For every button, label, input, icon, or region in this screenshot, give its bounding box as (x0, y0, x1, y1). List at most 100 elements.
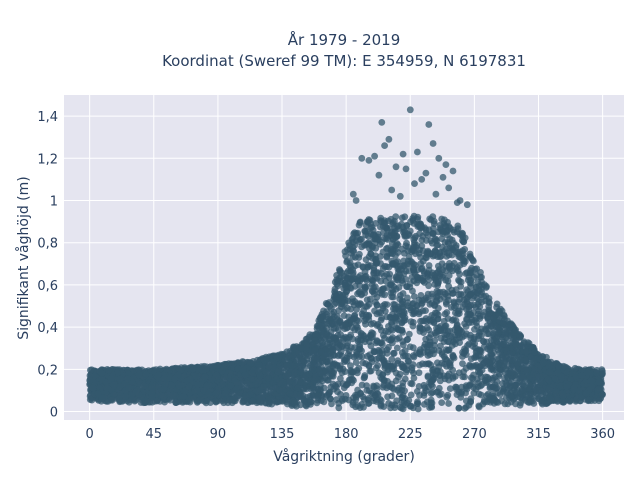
scatter-point (446, 260, 453, 267)
scatter-point (409, 322, 417, 330)
scatter-point (401, 213, 409, 221)
scatter-point (399, 379, 407, 387)
scatter-point (414, 215, 421, 223)
scatter-point (332, 383, 340, 391)
scatter-point (334, 352, 342, 360)
scatter-point (459, 360, 466, 367)
scatter-point (358, 381, 366, 389)
scatter-point (401, 401, 409, 409)
scatter-point (320, 353, 327, 361)
scatter-point (255, 361, 263, 369)
scatter-point (367, 354, 375, 362)
scatter-point (386, 270, 394, 278)
scatter-point (530, 358, 538, 366)
scatter-point (492, 336, 500, 344)
scatter-point (471, 340, 478, 348)
scatter-point (468, 380, 476, 388)
scatter-point (389, 293, 397, 301)
scatter-point (527, 391, 535, 398)
scatter-point (443, 300, 450, 308)
scatter-point (449, 267, 456, 275)
scatter-point (511, 356, 519, 364)
scatter-point (88, 366, 96, 374)
scatter-point (463, 385, 471, 393)
scatter-point (399, 338, 407, 345)
scatter-point (438, 399, 446, 406)
scatter-point (114, 369, 121, 377)
scatter-point (485, 330, 493, 338)
scatter-point (365, 313, 373, 320)
scatter-point (417, 260, 425, 268)
scatter-point (377, 397, 385, 405)
scatter-point (376, 323, 384, 331)
scatter-point (353, 348, 360, 356)
scatter-point (420, 329, 427, 336)
scatter-point (383, 252, 391, 260)
scatter-point (414, 398, 421, 406)
scatter-point (492, 323, 500, 331)
scatter-point (571, 364, 579, 372)
scatter-point (460, 350, 468, 357)
scatter-point (388, 392, 396, 400)
scatter-point (383, 346, 391, 354)
scatter-point (335, 307, 342, 315)
scatter-point (316, 314, 324, 322)
scatter-point (402, 368, 410, 376)
scatter-point (262, 368, 270, 376)
scatter-point (394, 357, 402, 364)
scatter-point (388, 355, 396, 363)
scatter-point (598, 390, 606, 398)
scatter-point (380, 358, 388, 366)
scatter-point (98, 375, 106, 382)
scatter-point (518, 373, 525, 380)
scatter-point (408, 273, 416, 281)
scatter-point (551, 375, 559, 383)
scatter-point (483, 392, 490, 399)
scatter-point (124, 370, 132, 378)
scatter-point (327, 305, 335, 313)
scatter-point (384, 368, 391, 376)
scatter-point (587, 377, 595, 385)
scatter-point (558, 373, 565, 381)
scatter-point (482, 379, 490, 387)
scatter-point (393, 344, 401, 352)
scatter-point (207, 399, 214, 406)
scatter-point (464, 300, 472, 308)
scatter-point (96, 367, 103, 375)
scatter-point (361, 273, 369, 281)
scatter-point (354, 402, 362, 410)
scatter-point (374, 235, 381, 243)
chart-title-line2: Koordinat (Sweref 99 TM): E 354959, N 61… (162, 52, 526, 70)
scatter-point (486, 299, 493, 307)
scatter-point (417, 317, 424, 325)
scatter-point (430, 374, 438, 382)
scatter-point (454, 329, 461, 336)
scatter-point (380, 285, 387, 292)
scatter-point (491, 373, 499, 381)
scatter-point (429, 366, 436, 374)
scatter-point (482, 292, 490, 300)
scatter-point (221, 390, 229, 397)
scatter-point (490, 400, 498, 407)
scatter-point (373, 302, 381, 309)
scatter-point (351, 282, 359, 290)
scatter-point (401, 314, 409, 321)
scatter-point (593, 369, 600, 377)
scatter-point (413, 279, 421, 287)
scatter-point (356, 250, 363, 258)
scatter-point (422, 387, 430, 395)
scatter-point (472, 303, 480, 311)
scatter-point (415, 369, 423, 377)
scatter-point (446, 359, 453, 367)
scatter-point (357, 218, 364, 226)
scatter-point (362, 231, 369, 239)
scatter-point (385, 400, 393, 407)
scatter-point (424, 372, 432, 380)
scatter-point (450, 316, 457, 323)
scatter-point (343, 269, 351, 277)
scatter-point (480, 338, 488, 346)
scatter-point (441, 323, 449, 330)
scatter-point (422, 307, 429, 314)
points-layer (86, 106, 606, 413)
